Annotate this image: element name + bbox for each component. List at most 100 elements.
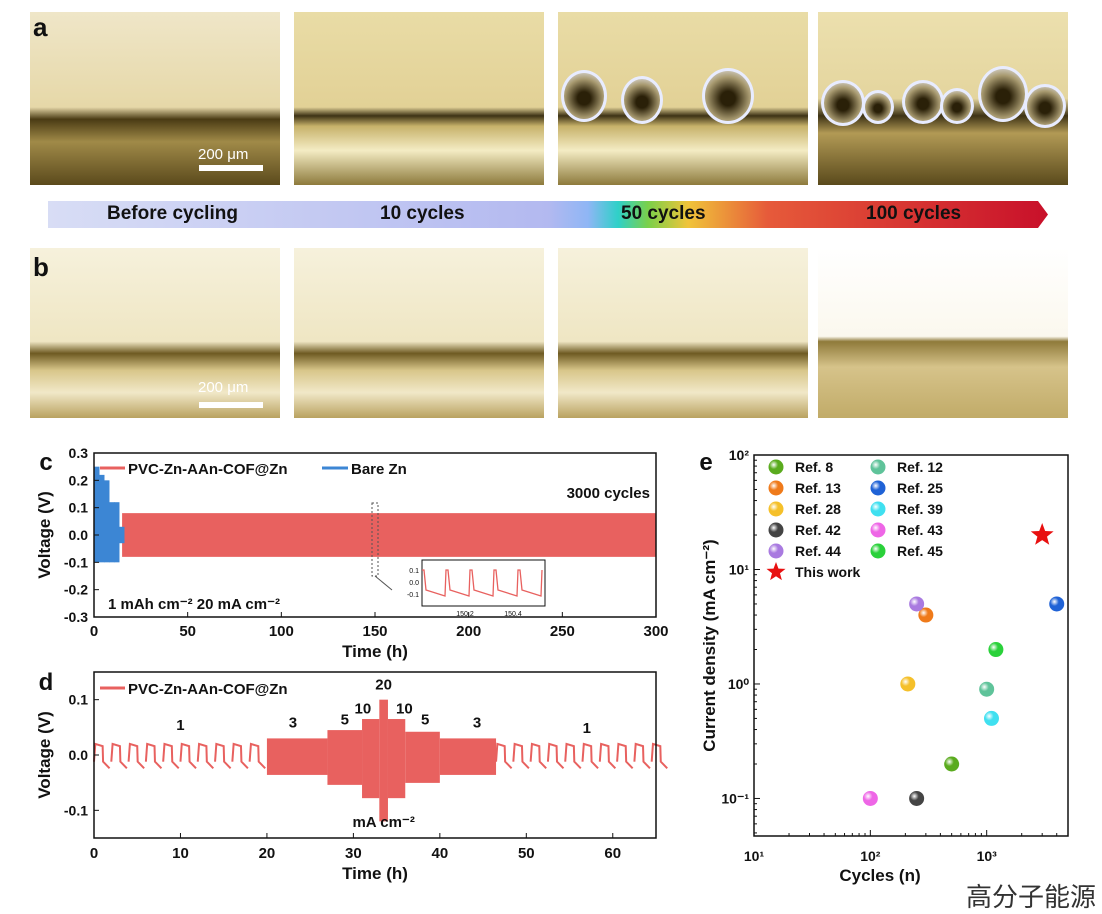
y-tick-label: 10⁻¹ [721,790,749,806]
legend-marker [870,459,886,475]
x-tick-label: 0 [90,845,98,862]
series-bare-zn-segment [94,466,100,563]
legend-label: Ref. 8 [795,459,833,475]
x-tick-label: 30 [345,845,362,862]
y-tick-label: 0.1 [69,500,89,516]
micrograph-b-100 [818,248,1068,418]
legend-marker [870,522,886,538]
x-tick-label: 50 [518,845,535,862]
legend-label-pvc: PVC-Zn-AAn-COF@Zn [128,681,288,698]
legend-label: Ref. 44 [795,543,841,559]
bubble [862,90,894,124]
current-label: 1 [583,720,591,737]
legend-marker [768,522,784,538]
legend-marker [768,459,784,475]
x-axis-label: Time (h) [342,642,408,661]
panel-label-c: c [39,449,52,476]
inset-x-tick-label: 150.4 [504,611,522,618]
segment-1-mA [93,742,266,769]
voltage-band [266,738,328,775]
x-tick-label: 300 [643,623,668,640]
x-tick-label: 40 [432,845,449,862]
legend-label-bare-zn: Bare Zn [351,461,407,478]
legend-label: This work [795,564,861,580]
scale-bar-b [199,402,263,408]
micrograph-b-50 [558,248,808,418]
point-ref-43 [862,790,878,806]
x-tick-label: 250 [550,623,575,640]
point-ref-28 [900,676,916,692]
voltage-band [379,699,388,822]
y-tick-label: 0.2 [69,472,89,488]
legend-marker-this-work [766,562,786,581]
inset-pointer [374,575,393,591]
y-tick-label: -0.3 [64,609,88,625]
x-tick-label: 200 [456,623,481,640]
point-ref-42 [909,790,925,806]
point-this-work [1030,523,1054,545]
watermark-text: 高分子能源 [966,882,1096,912]
current-label: 5 [421,712,429,729]
scale-label-b: 200 μm [198,379,249,396]
point-ref-12 [979,681,995,697]
x-tick-label: 10 [172,845,189,862]
stage-100-cycles: 100 cycles [866,203,962,224]
x-tick-label: 0 [90,623,98,640]
micrograph-a-before [30,12,280,185]
x-tick-label: 100 [269,623,294,640]
y-tick-label: 0.0 [69,747,89,763]
inset-y-tick-label: -0.1 [407,592,419,599]
voltage-band [439,738,497,775]
micrograph-b-before [30,248,280,418]
y-tick-label: -0.1 [64,802,88,818]
annotation-cycles: 3000 cycles [567,485,650,502]
panel-label-a: a [33,12,48,42]
inset-y-tick-label: 0.1 [409,568,419,575]
micrograph-a-10 [294,12,544,185]
current-label: 20 [375,677,392,694]
point-ref-39 [983,710,999,726]
inset-voltage-curve [422,569,543,597]
inset-y-tick-label: 0.0 [409,580,419,587]
panel-label-b: b [33,252,49,282]
x-axis-label: Cycles (n) [839,866,920,885]
current-label: 10 [355,701,372,718]
current-label: 5 [341,712,349,729]
x-tick-label: 10² [860,848,881,864]
scale-label-a: 200 μm [198,146,249,163]
y-tick-label: -0.2 [64,582,88,598]
bubble [1024,84,1066,128]
y-tick-label: 0.1 [69,692,89,708]
legend-label: Ref. 42 [795,522,841,538]
micrograph-b-10 [294,248,544,418]
voltage-curve [93,742,266,769]
legend-label: Ref. 39 [897,501,943,517]
series-bare-zn-segment [113,502,120,563]
series-bare-zn-segment [108,502,115,563]
scale-bar-a [199,165,263,171]
current-label: 1 [176,717,184,734]
x-tick-label: 10¹ [744,848,765,864]
y-tick-label: 0.0 [69,527,89,543]
legend-marker [870,480,886,496]
series-bare-zn-segment [103,480,110,563]
series-bare-zn-segment [98,474,105,563]
legend-label: Ref. 45 [897,543,943,559]
stage-50-cycles: 50 cycles [621,203,706,224]
stage-10-cycles: 10 cycles [380,203,465,224]
y-axis-label: Current density (mA cm⁻²) [700,539,719,751]
voltage-band [405,731,440,783]
bubble [561,70,607,122]
legend-marker [870,543,886,559]
panel-label-e: e [699,449,712,476]
legend-marker [870,501,886,517]
legend-label: Ref. 12 [897,459,943,475]
x-tick-label: 20 [259,845,276,862]
bubble [621,76,663,124]
x-tick-label: 50 [179,623,196,640]
segment-3-mA [439,738,497,775]
y-tick-label: 10¹ [729,561,750,577]
legend-marker [768,501,784,517]
